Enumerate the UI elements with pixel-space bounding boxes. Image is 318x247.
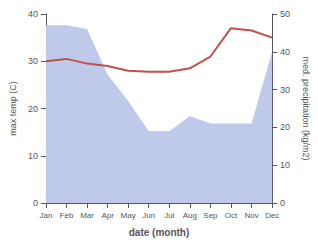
svg-text:20: 20 [28, 104, 38, 114]
svg-text:Jan: Jan [39, 211, 52, 220]
svg-text:Aug: Aug [183, 211, 197, 220]
svg-text:Jun: Jun [142, 211, 155, 220]
svg-text:Feb: Feb [60, 211, 74, 220]
svg-text:Sep: Sep [203, 211, 218, 220]
svg-text:20: 20 [280, 122, 290, 132]
svg-text:40: 40 [28, 9, 38, 19]
svg-text:Mar: Mar [80, 211, 94, 220]
svg-text:40: 40 [280, 47, 290, 57]
svg-text:30: 30 [280, 85, 290, 95]
svg-text:Jul: Jul [164, 211, 174, 220]
svg-text:Nov: Nov [244, 211, 258, 220]
svg-text:May: May [121, 211, 136, 220]
svg-text:0: 0 [33, 198, 38, 208]
svg-text:Apr: Apr [101, 211, 114, 220]
svg-text:30: 30 [28, 56, 38, 66]
svg-text:10: 10 [28, 151, 38, 161]
svg-text:10: 10 [280, 160, 290, 170]
svg-text:max temp (C): max temp (C) [8, 81, 18, 136]
svg-text:0: 0 [280, 198, 285, 208]
svg-text:date (month): date (month) [129, 227, 190, 238]
svg-text:Oct: Oct [225, 211, 238, 220]
svg-text:50: 50 [280, 9, 290, 19]
svg-text:med. precipitation (kg/m2): med. precipitation (kg/m2) [301, 56, 311, 160]
svg-text:Dec: Dec [265, 211, 279, 220]
